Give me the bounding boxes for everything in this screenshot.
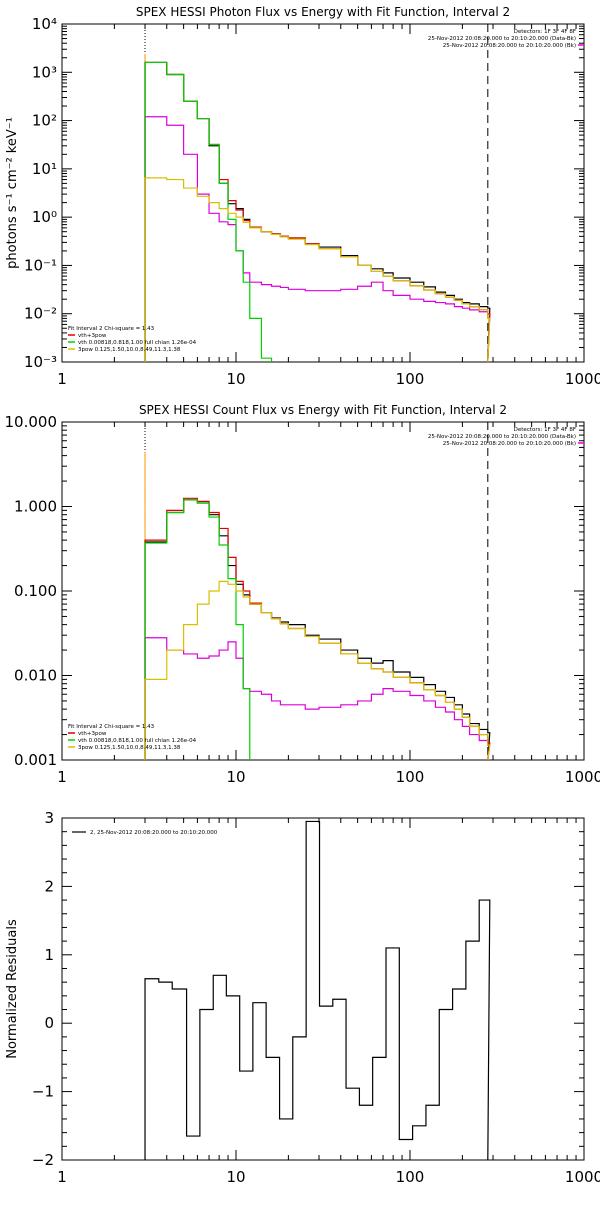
y-tick-label: −2: [32, 1151, 54, 1169]
legend-line: 2, 25-Nov-2012 20:08:20.000 to 20:10:20.…: [90, 830, 218, 836]
y-tick-label: 1.000: [14, 498, 57, 516]
y-tick-label: 3: [44, 809, 54, 827]
y-tick-label: 10¹: [32, 160, 57, 178]
header-line: 25-Nov-2012 20:08:20.000 to 20:10:20.000…: [443, 43, 576, 49]
legend-line: vth+3pow: [78, 333, 107, 339]
x-tick-label: 10: [226, 1168, 245, 1186]
y-tick-label: 10⁻²: [24, 305, 57, 323]
y-tick-label: 0.010: [14, 667, 57, 685]
y-tick-label: 0.100: [14, 582, 57, 600]
y-tick-label: 2: [44, 877, 54, 895]
y-tick-label: 10³: [32, 63, 57, 81]
legend-line: vth 0.00818,0.818,1.00 full chian 1.26e-…: [78, 738, 197, 744]
x-tick-label: 10: [226, 768, 245, 786]
x-tick-label: 100: [396, 1168, 425, 1186]
x-tick-label: 100: [396, 768, 425, 786]
y-tick-label: 10⁴: [32, 15, 57, 33]
header-line: 25-Nov-2012 20:08:20.000 to 20:10:20.000…: [443, 441, 576, 447]
x-tick-label: 1000: [565, 768, 600, 786]
x-tick-label: 1000: [565, 370, 600, 388]
y-tick-label: 10⁰: [32, 208, 57, 226]
y-tick-label: 10.000: [5, 413, 58, 431]
y-tick-label: 1: [44, 946, 54, 964]
y-tick-label: 10⁻¹: [24, 256, 57, 274]
x-tick-label: 100: [396, 370, 425, 388]
legend-line: 3pow 0.125,1.50,10.0,8.49,11.3,1.38: [78, 347, 181, 353]
legend-line: Fit Interval 2 Chi-square = 1.43: [68, 724, 155, 730]
y-tick-label: 0.001: [14, 751, 57, 769]
legend-line: vth 0.00818,0.818,1.00 full chian 1.26e-…: [78, 340, 197, 346]
x-tick-label: 1: [57, 768, 67, 786]
x-tick-label: 1: [57, 370, 67, 388]
chart-title: SPEX HESSI Photon Flux vs Energy with Fi…: [136, 5, 510, 19]
y-tick-label: 10⁻³: [24, 353, 57, 371]
x-tick-label: 10: [226, 370, 245, 388]
legend-line: vth+3pow: [78, 731, 107, 737]
y-tick-label: 10²: [32, 112, 57, 130]
x-tick-label: 1: [57, 1168, 67, 1186]
header-line: 25-Nov-2012 20:08:20.000 to 20:10:20.000…: [428, 434, 576, 440]
legend-line: 3pow 0.125,1.50,10.0,8.49,11.3,1.38: [78, 745, 181, 751]
y-axis-label: photons s⁻¹ cm⁻² keV⁻¹: [5, 117, 20, 269]
header-line: Detectors: 1F 3F 4F 8F: [514, 427, 576, 433]
x-tick-label: 1000: [565, 1168, 600, 1186]
header-line: Detectors: 1F 3F 4F 8F: [514, 29, 576, 35]
header-line: 25-Nov-2012 20:08:20.000 to 20:10:20.000…: [428, 36, 576, 42]
legend-line: Fit Interval 2 Chi-square = 1.43: [68, 326, 155, 332]
chart-title: SPEX HESSI Count Flux vs Energy with Fit…: [139, 403, 507, 417]
y-axis-label: Normalized Residuals: [5, 919, 20, 1059]
y-tick-label: 0: [44, 1014, 54, 1032]
y-tick-label: −1: [32, 1083, 54, 1101]
